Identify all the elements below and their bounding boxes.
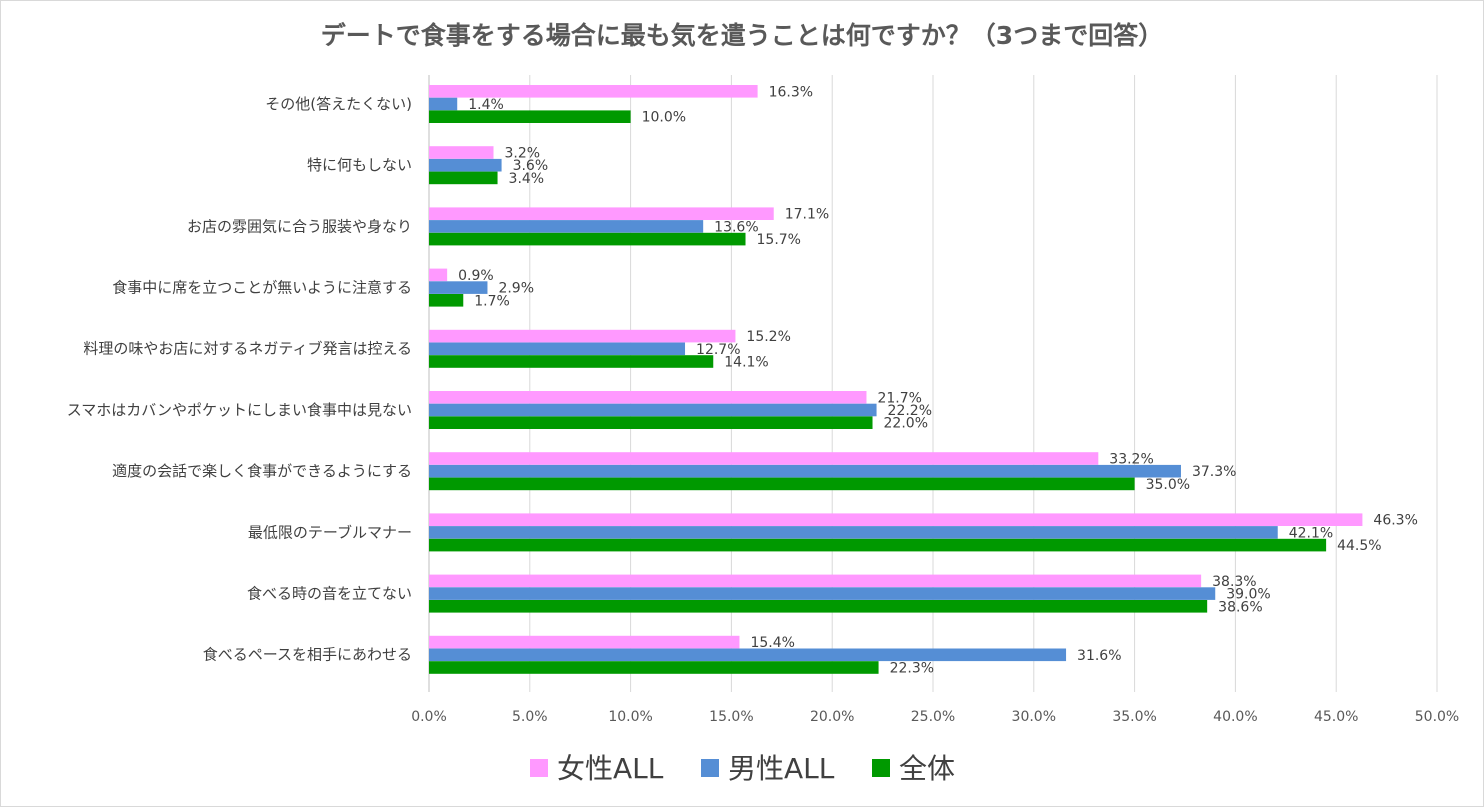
x-tick-label: 40.0%	[1213, 709, 1257, 725]
bars	[429, 85, 1363, 674]
data-label: 38.6%	[1218, 599, 1262, 615]
data-label: 2.9%	[498, 281, 534, 297]
bar	[429, 355, 714, 368]
chart-title: デートで食事をする場合に最も気を遣うことは何ですか？（3つまで回答）	[320, 21, 1164, 50]
bar	[429, 587, 1216, 600]
legend-label: 男性ALL	[728, 752, 835, 785]
category-label: 適度の会話で楽しく食事ができるようにする	[112, 462, 412, 480]
data-labels: 16.3% 1.4% 10.0% 3.2%3.6%3.4% 17.1% 13.6%15.7…	[458, 84, 1418, 676]
data-label: 3.2%	[505, 146, 541, 162]
bar	[429, 281, 488, 294]
bar	[429, 600, 1208, 613]
category-label: その他(答えたくない)	[265, 95, 412, 113]
category-label: スマホはカバンやポケットにしまい食事中は見ない	[67, 401, 412, 419]
data-label: 1.4%	[468, 97, 504, 113]
bar	[429, 661, 879, 674]
data-label: 16.3%	[769, 84, 813, 100]
bar	[429, 220, 704, 233]
x-tick-label: 15.0%	[709, 709, 753, 725]
bar	[429, 477, 1135, 491]
data-label: 39.0%	[1226, 587, 1270, 603]
data-label: 13.6%	[714, 219, 758, 235]
legend-swatch	[872, 759, 890, 777]
bar	[429, 158, 502, 172]
bar	[429, 110, 631, 123]
data-label: 17.1%	[785, 207, 829, 223]
data-label: 12.7%	[696, 342, 740, 358]
bar	[429, 342, 686, 356]
bar	[429, 146, 494, 159]
bar	[429, 329, 736, 343]
bar	[429, 416, 873, 429]
data-label: 10.0%	[642, 110, 686, 126]
category-label: 特に何もしない	[307, 156, 412, 174]
legend: 女性ALL 男性ALL 全体	[530, 752, 955, 785]
x-tick-label: 20.0%	[810, 709, 854, 725]
bar	[429, 464, 1181, 478]
x-tick-label: 5.0%	[512, 709, 548, 725]
x-tick-label: 45.0%	[1314, 709, 1358, 725]
x-tick-labels: 0.0% 5.0% 10.0% 15.0% 20.0% 25.0% 30.0% 35.0% 40…	[411, 709, 1459, 725]
category-labels: その他(答えたくない) 特に何もしないお店の雰囲気に合う服装や身なり食事中に席を立…	[67, 95, 412, 664]
data-label: 38.3%	[1212, 574, 1256, 590]
data-label: 44.5%	[1337, 538, 1381, 554]
data-label: 31.6%	[1077, 648, 1121, 664]
data-label: 22.2%	[888, 403, 932, 419]
x-tick-label: 0.0%	[411, 709, 447, 725]
data-label: 14.1%	[724, 355, 768, 371]
bar	[429, 171, 498, 185]
bar	[429, 635, 740, 649]
legend-swatch	[701, 759, 719, 777]
bar	[429, 648, 1067, 662]
bar	[429, 268, 448, 282]
x-tick-label: 50.0%	[1415, 709, 1459, 725]
category-label: 食べるペースを相手にあわせる	[203, 646, 412, 664]
category-label: お店の雰囲気に合う服装や身なり	[187, 217, 412, 235]
data-label: 15.2%	[746, 329, 790, 345]
data-label: 1.7%	[474, 293, 510, 309]
bar	[429, 452, 1099, 465]
legend-label: 女性ALL	[557, 752, 664, 785]
data-label: 15.7%	[757, 232, 801, 248]
data-label: 22.3%	[890, 661, 934, 677]
x-tick-label: 25.0%	[911, 709, 955, 725]
data-label: 3.4%	[509, 171, 545, 187]
bar	[429, 403, 877, 417]
category-label: 料理の味やお店に対するネガティブ発言は控える	[83, 340, 412, 358]
bar	[429, 538, 1327, 552]
bar	[429, 207, 774, 220]
data-label: 37.3%	[1192, 464, 1236, 480]
legend-swatch	[530, 759, 548, 777]
bar	[429, 526, 1278, 539]
data-label: 35.0%	[1146, 477, 1190, 493]
bar	[429, 85, 758, 98]
category-label: 食事中に席を立つことが無いように注意する	[112, 279, 412, 297]
bar	[429, 232, 746, 246]
data-label: 15.4%	[750, 635, 794, 651]
bar	[429, 97, 458, 111]
data-label: 3.6%	[513, 158, 549, 174]
bar	[429, 294, 464, 307]
data-label: 42.1%	[1289, 525, 1333, 541]
bar	[429, 574, 1202, 588]
data-label: 46.3%	[1373, 513, 1417, 529]
category-label: 食べる時の音を立てない	[247, 585, 412, 603]
legend-label: 全体	[899, 752, 955, 785]
data-label: 21.7%	[877, 390, 921, 406]
bar	[429, 513, 1363, 526]
category-label: 最低限のテーブルマナー	[248, 523, 412, 541]
x-tick-label: 10.0%	[608, 709, 652, 725]
x-tick-label: 35.0%	[1112, 709, 1156, 725]
x-tick-label: 30.0%	[1012, 709, 1056, 725]
bar	[429, 391, 867, 404]
data-label: 0.9%	[458, 268, 494, 284]
data-label: 33.2%	[1109, 452, 1153, 468]
data-label: 22.0%	[884, 416, 928, 432]
